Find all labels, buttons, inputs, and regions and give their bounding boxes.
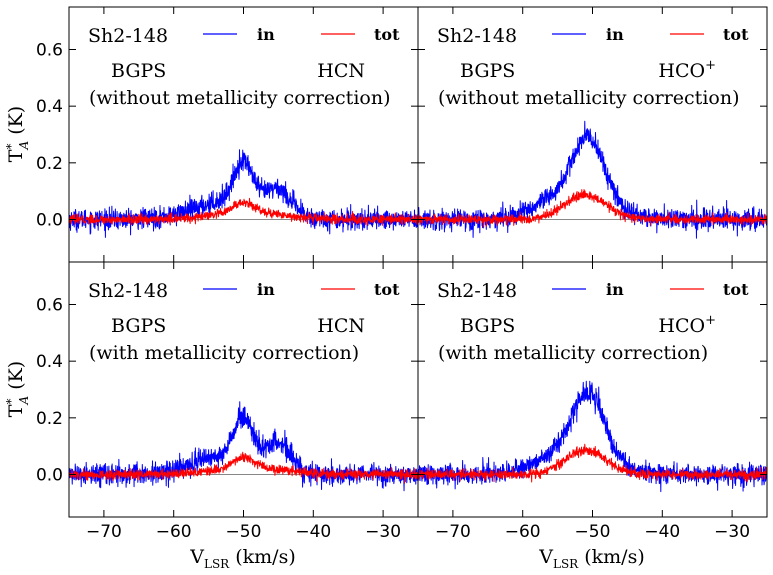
note-label: (with metallicity correction) xyxy=(89,342,359,364)
source-label: Sh2-148 xyxy=(437,25,517,47)
legend-label-in: in xyxy=(257,280,275,299)
x-title-sub: LSR xyxy=(204,557,230,571)
survey-label: BGPS xyxy=(460,315,515,337)
y-tick-label: 0.4 xyxy=(36,97,63,117)
series-tot xyxy=(69,197,418,226)
source-label: Sh2-148 xyxy=(437,280,517,302)
series-tot xyxy=(69,451,418,484)
y-tick-label: 0.6 xyxy=(36,41,63,61)
molecule-name: HCO xyxy=(658,315,705,337)
source-label: Sh2-148 xyxy=(88,280,168,302)
y-tick-label: 0.0 xyxy=(36,466,63,486)
spectra-lines xyxy=(418,380,767,493)
y-title-T: T xyxy=(5,149,27,162)
y-title-star: * xyxy=(4,399,18,405)
legend-label-tot: tot xyxy=(374,25,400,44)
x-tick-label: −60 xyxy=(156,522,192,542)
legend-label-tot: tot xyxy=(723,25,749,44)
y-axis-title: T*A (K) xyxy=(4,106,31,162)
legend-label-in: in xyxy=(257,25,275,44)
y-tick-label: 0.2 xyxy=(36,409,63,429)
y-title-sub: A xyxy=(17,141,31,151)
panel-1: 0.0 0.2 0.4 0.6 Sh2-148 BGPS HCN (without metal… xyxy=(36,6,419,263)
series-in xyxy=(418,380,767,493)
x-tick-label: −50 xyxy=(226,522,262,542)
molecule-label: HCO+ xyxy=(658,313,716,337)
legend-label-in: in xyxy=(606,25,624,44)
y-tick-label: 0.0 xyxy=(36,211,63,231)
x-tick-label: −40 xyxy=(295,522,331,542)
x-tick-label: −30 xyxy=(365,522,401,542)
molecule-label: HCN xyxy=(317,60,365,82)
y-title-unit: (K) xyxy=(5,106,27,141)
survey-label: BGPS xyxy=(111,315,166,337)
x-tick-label: −50 xyxy=(575,522,611,542)
y-title-star: * xyxy=(4,144,18,150)
x-tick-label: −70 xyxy=(86,522,122,542)
series-tot xyxy=(418,443,767,483)
x-tick-label: −40 xyxy=(644,522,680,542)
y-axis-title: T*A (K) xyxy=(4,361,31,417)
legend-label-in: in xyxy=(606,280,624,299)
series-tot xyxy=(418,189,767,228)
spectra-lines xyxy=(418,120,767,239)
survey-label: BGPS xyxy=(111,60,166,82)
spectra-lines xyxy=(69,401,418,492)
molecule-name: HCO xyxy=(658,60,705,82)
note-label: (without metallicity correction) xyxy=(438,87,740,109)
molecule-name: HCN xyxy=(317,315,365,337)
spectra-lines xyxy=(69,149,418,238)
x-axis-title: VLSR (km/s) xyxy=(189,546,296,571)
x-title-unit: (km/s) xyxy=(229,546,296,568)
panel-4: −70 −60 −50 −40 −30 Sh2-148 BGPS HCO+ (with meta… xyxy=(417,261,768,542)
x-title-V: V xyxy=(538,546,553,568)
series-in xyxy=(69,149,418,238)
x-title-V: V xyxy=(189,546,204,568)
y-title-unit: (K) xyxy=(5,361,27,396)
molecule-charge: + xyxy=(705,313,716,328)
y-tick-label: 0.4 xyxy=(36,352,63,372)
legend-label-tot: tot xyxy=(723,280,749,299)
x-title-sub: LSR xyxy=(553,557,579,571)
x-tick-label: −60 xyxy=(505,522,541,542)
legend-label-tot: tot xyxy=(374,280,400,299)
y-title-sub: A xyxy=(17,396,31,406)
y-title-T: T xyxy=(5,404,27,417)
note-label: (with metallicity correction) xyxy=(438,342,708,364)
y-tick-label: 0.2 xyxy=(36,154,63,174)
panel-2: Sh2-148 BGPS HCO+ (without metallicity corr… xyxy=(417,6,768,263)
panel-3: −70 −60 −50 −40 −30 0.0 0.2 0.4 0.6 Sh2-148 BGPS HC… xyxy=(36,261,419,542)
molecule-charge: + xyxy=(705,58,716,73)
y-tick-label: 0.6 xyxy=(36,296,63,316)
x-tick-label: −70 xyxy=(435,522,471,542)
note-label: (without metallicity correction) xyxy=(89,87,391,109)
x-axis-title: VLSR (km/s) xyxy=(538,546,645,571)
molecule-label: HCO+ xyxy=(658,58,716,82)
x-title-unit: (km/s) xyxy=(578,546,645,568)
source-label: Sh2-148 xyxy=(88,25,168,47)
x-tick-label: −30 xyxy=(714,522,750,542)
survey-label: BGPS xyxy=(460,60,515,82)
molecule-label: HCN xyxy=(317,315,365,337)
molecule-name: HCN xyxy=(317,60,365,82)
